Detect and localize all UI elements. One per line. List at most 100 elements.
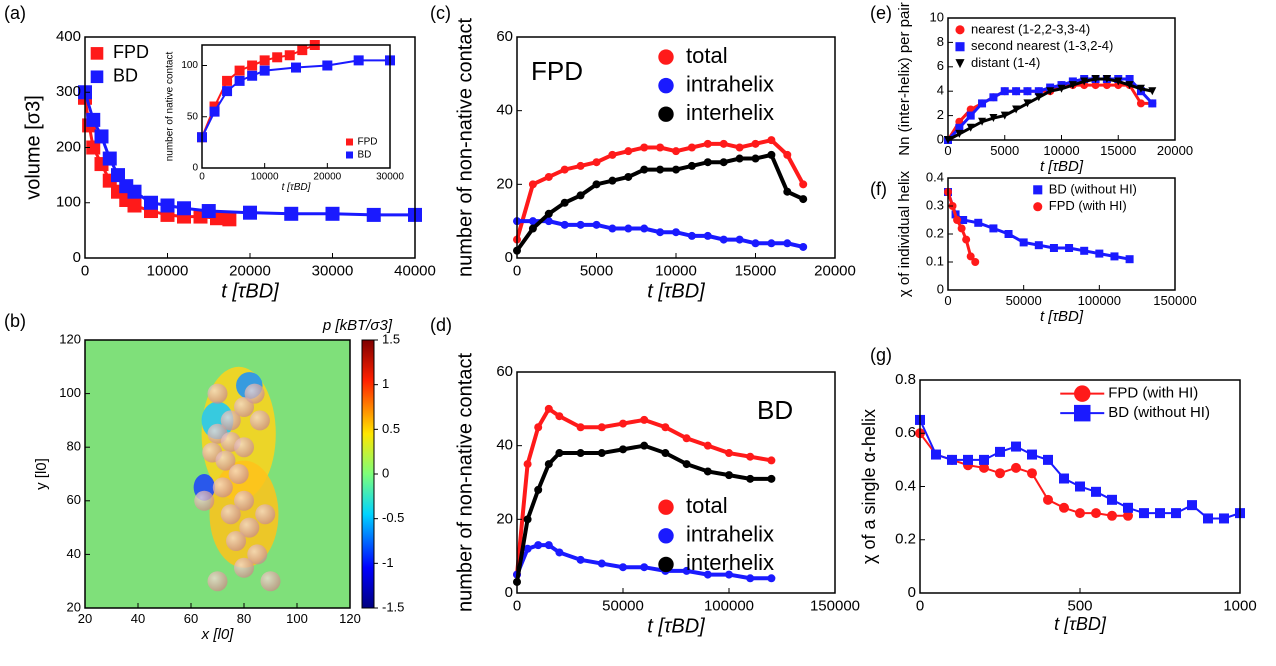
colorbar-tick-label: 0.5 <box>382 421 400 436</box>
y-tick-label: 20 <box>496 175 513 192</box>
marker <box>1171 508 1181 519</box>
marker <box>955 42 965 52</box>
marker <box>767 574 776 583</box>
x-tick-label: 20 <box>78 611 92 626</box>
y-tick-label: 60 <box>496 363 513 380</box>
marker <box>974 218 983 227</box>
marker <box>544 541 553 550</box>
legend-label: interhelix <box>686 100 774 125</box>
marker <box>703 570 712 579</box>
marker <box>209 106 220 117</box>
marker <box>957 224 966 233</box>
marker <box>656 165 665 174</box>
legend-label: intrahelix <box>686 71 774 96</box>
marker <box>1019 238 1028 247</box>
particle <box>220 504 241 525</box>
panel: -1.5 -1 -0.5 0 0.5 1 1.5p [kBT/σ3] 20 40 60 80 100 1… <box>4 311 404 643</box>
x-axis-label: t [τBD] <box>221 280 279 302</box>
y-tick-label: 0 <box>192 163 198 174</box>
marker <box>746 474 755 483</box>
legend-label: BD (without HI) <box>1108 404 1210 421</box>
legend-label: distant (1-4) <box>971 55 1040 70</box>
y-tick-label: 60 <box>67 492 81 507</box>
marker <box>576 423 585 432</box>
marker <box>1068 81 1077 90</box>
marker <box>523 460 532 469</box>
x-axis-label: t [τBD] <box>1040 308 1084 325</box>
marker <box>672 147 680 156</box>
y-tick-label: 50 <box>187 111 199 122</box>
marker <box>1059 502 1069 513</box>
y-tick-label: 0.4 <box>895 477 916 494</box>
marker <box>90 70 104 84</box>
marker <box>751 239 760 248</box>
marker <box>658 556 674 573</box>
marker <box>661 423 670 432</box>
legend-label: nearest (1-2,2-3,3-4) <box>971 21 1090 36</box>
marker <box>619 445 627 454</box>
colorbar-tick-label: -1.5 <box>382 599 404 614</box>
particle <box>220 410 241 431</box>
x-tick-label: 120 <box>339 611 361 626</box>
marker <box>209 101 220 112</box>
marker <box>1043 494 1053 505</box>
marker <box>576 191 585 200</box>
marker <box>528 224 537 233</box>
marker <box>544 404 553 413</box>
marker <box>735 143 744 152</box>
x-tick-label: 5000 <box>990 143 1019 158</box>
marker <box>1034 93 1043 102</box>
marker <box>1011 441 1021 452</box>
marker <box>1043 454 1053 465</box>
particle <box>234 557 254 578</box>
marker <box>751 154 760 163</box>
colorbar-tick-label: 1 <box>382 376 389 391</box>
marker <box>799 242 808 251</box>
marker <box>1080 246 1089 255</box>
x-tick-label: 0 <box>81 262 89 279</box>
particle <box>215 450 236 471</box>
marker <box>592 180 601 189</box>
marker <box>1148 99 1157 108</box>
marker <box>783 239 792 248</box>
y-axis-label: volume [σ3] <box>22 95 44 200</box>
marker <box>624 172 633 181</box>
marker <box>703 139 712 148</box>
y-tick-label: 20 <box>496 510 513 527</box>
legend-label: BD (without HI) <box>1049 181 1137 196</box>
y-axis-label: number of non-native contact <box>454 353 476 612</box>
marker <box>243 205 257 220</box>
marker <box>608 176 617 185</box>
x-tick-label: 10000 <box>251 172 279 183</box>
y-tick-label: 2 <box>937 107 944 122</box>
marker <box>555 449 564 458</box>
marker <box>90 47 104 60</box>
y-tick-label: 100 <box>59 385 81 400</box>
series-line <box>201 59 390 138</box>
marker <box>222 86 233 97</box>
y-tick-label: 200 <box>56 138 81 155</box>
marker <box>592 220 601 229</box>
marker <box>1110 252 1119 261</box>
marker <box>1136 99 1145 108</box>
y-tick-label: 0 <box>73 249 81 266</box>
x-tick-label: 100 <box>286 611 308 626</box>
x-tick-label: 80 <box>237 611 251 626</box>
marker <box>656 228 665 237</box>
x-tick-label: 40 <box>131 611 145 626</box>
particle <box>234 490 254 511</box>
x-tick-label: 100000 <box>1078 293 1121 308</box>
marker <box>661 449 670 458</box>
legend-label: second nearest (1-3,2-4) <box>971 38 1113 53</box>
marker <box>353 55 364 66</box>
marker <box>799 195 808 204</box>
y-tick-label: 400 <box>56 28 81 45</box>
y-tick-label: 6 <box>937 58 944 73</box>
annotation: FPD <box>531 56 583 86</box>
marker <box>953 216 962 224</box>
marker <box>247 70 258 81</box>
marker <box>1091 81 1100 90</box>
y-tick-label: 0.8 <box>895 371 916 388</box>
marker <box>234 65 245 76</box>
marker <box>767 474 776 483</box>
